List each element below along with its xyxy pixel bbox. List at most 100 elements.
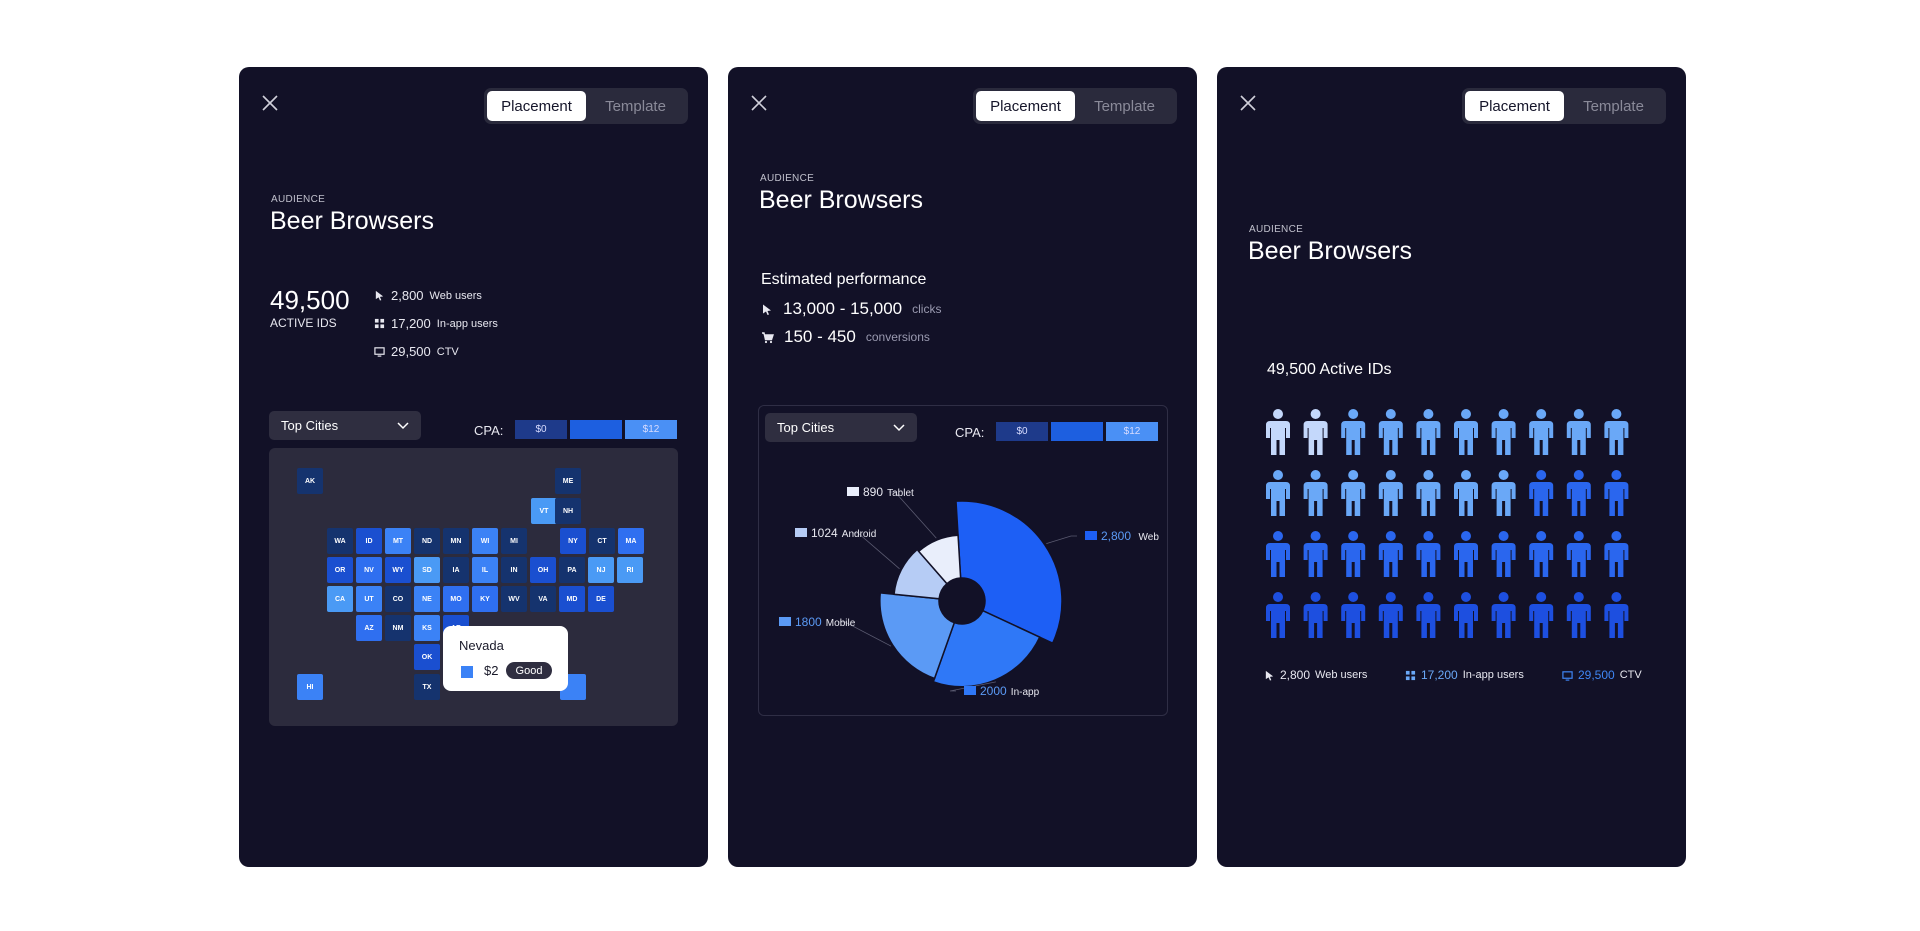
- person-icon: [1378, 531, 1403, 577]
- people-grid: [1266, 409, 1629, 638]
- state-tile-md[interactable]: MD: [559, 586, 585, 612]
- cart-icon: [762, 331, 774, 343]
- pie-label-value: 890: [863, 485, 883, 499]
- chart-card: Top Cities CPA: $0 $12 2,800 Web 2000 In-ap…: [758, 405, 1168, 716]
- person-icon: [1454, 470, 1478, 516]
- state-tile-nh[interactable]: NH: [555, 498, 581, 524]
- pie-leader-android: [852, 532, 900, 570]
- stat-web: 2,800 Web users: [374, 288, 482, 303]
- person-icon: [1416, 409, 1441, 455]
- stat-inapp: 17,200 In-app users: [1405, 668, 1524, 682]
- state-tile-ca[interactable]: CA: [327, 586, 353, 612]
- perf-conversions: 150 - 450 conversions: [761, 327, 930, 347]
- state-tile-vt[interactable]: VT: [531, 498, 557, 524]
- state-tile-mo[interactable]: MO: [443, 586, 469, 612]
- cpa-scale: $0 $12: [996, 422, 1158, 441]
- pie-label-name: Tablet: [887, 488, 914, 499]
- state-tile-ks[interactable]: KS: [414, 615, 440, 641]
- state-tile-in[interactable]: IN: [501, 557, 527, 583]
- state-tile-pa[interactable]: PA: [559, 557, 585, 583]
- pie-label-web: 2,800 Web: [1085, 529, 1159, 543]
- state-tile-il[interactable]: IL: [472, 557, 498, 583]
- state-tile-ma[interactable]: MA: [618, 528, 644, 554]
- person-icon: [1341, 409, 1366, 455]
- close-button[interactable]: [261, 94, 279, 112]
- grid-icon: [374, 318, 385, 329]
- top-cities-dropdown[interactable]: Top Cities: [269, 411, 421, 440]
- close-icon: [262, 95, 278, 111]
- state-tile-oh[interactable]: OH: [530, 557, 556, 583]
- person-icon: [1303, 409, 1328, 455]
- person-icon: [1604, 409, 1629, 455]
- tab-template[interactable]: Template: [605, 97, 666, 115]
- person-icon: [1303, 470, 1328, 516]
- state-tile-ne[interactable]: NE: [414, 586, 440, 612]
- person-icon: [1529, 409, 1554, 455]
- state-tile-ny[interactable]: NY: [560, 528, 586, 554]
- state-tile-tx[interactable]: TX: [414, 674, 440, 700]
- pie-leader-web: [1046, 535, 1077, 544]
- state-tile-or[interactable]: OR: [327, 557, 353, 583]
- state-tile-nv[interactable]: NV: [356, 557, 382, 583]
- state-tile-ri[interactable]: RI: [617, 557, 643, 583]
- state-tile-wy[interactable]: WY: [385, 557, 411, 583]
- pie-leader-tablet: [889, 491, 937, 539]
- person-icon: [1566, 531, 1591, 577]
- state-tile-nd[interactable]: ND: [414, 528, 440, 554]
- pie-chart: 2,800 Web 2000 In-app 1800 Mobile 1024 Android 8…: [779, 485, 1159, 698]
- pie-label-name: Mobile: [826, 618, 856, 629]
- state-tile-id[interactable]: ID: [356, 528, 382, 554]
- tab-template[interactable]: Template: [1094, 97, 1155, 115]
- state-tile-mn[interactable]: MN: [443, 528, 469, 554]
- tab-placement[interactable]: Placement: [1465, 91, 1564, 121]
- state-tile-me[interactable]: ME: [555, 468, 581, 494]
- perf-title: Estimated performance: [761, 271, 927, 288]
- person-icon: [1566, 592, 1591, 638]
- state-tile-ky[interactable]: KY: [472, 586, 498, 612]
- state-tile-nm[interactable]: NM: [385, 615, 411, 641]
- state-tile-co[interactable]: CO: [385, 586, 411, 612]
- state-tile-ak[interactable]: AK: [297, 468, 323, 494]
- state-tile-va[interactable]: VA: [530, 586, 556, 612]
- tooltip-title: Nevada: [459, 638, 504, 653]
- pie-label-value: 2000: [980, 684, 1007, 698]
- person-icon: [1266, 592, 1290, 638]
- pie-label-name: Web: [1139, 532, 1160, 543]
- tv-icon: [1562, 670, 1573, 681]
- person-icon: [1416, 592, 1441, 638]
- person-icon: [1266, 531, 1290, 577]
- tab-placement[interactable]: Placement: [976, 91, 1075, 121]
- state-tile-ia[interactable]: IA: [443, 557, 469, 583]
- state-tile-wa[interactable]: WA: [327, 528, 353, 554]
- pie-slice-android[interactable]: [893, 548, 948, 600]
- state-tile-ok[interactable]: OK: [414, 644, 440, 670]
- state-tile-nj[interactable]: NJ: [588, 557, 614, 583]
- close-button[interactable]: [750, 94, 768, 112]
- person-icon: [1566, 409, 1591, 455]
- state-tile-mt[interactable]: MT: [385, 528, 411, 554]
- pie-slice-in-app[interactable]: [932, 609, 1041, 688]
- state-tile-az[interactable]: AZ: [356, 615, 382, 641]
- top-cities-dropdown[interactable]: Top Cities: [765, 413, 917, 442]
- pie-slice-web[interactable]: [955, 500, 1063, 645]
- person-icon: [1378, 409, 1403, 455]
- state-tile-ut[interactable]: UT: [356, 586, 382, 612]
- pie-label-value: 2,800: [1101, 529, 1131, 543]
- close-button[interactable]: [1239, 94, 1257, 112]
- state-tile-sd[interactable]: SD: [414, 557, 440, 583]
- state-tile-mi[interactable]: MI: [501, 528, 527, 554]
- pie-slice-tablet[interactable]: [917, 534, 962, 585]
- state-tile-wi[interactable]: WI: [472, 528, 498, 554]
- pie-slice-mobile[interactable]: [879, 592, 956, 680]
- person-icon: [1566, 470, 1591, 516]
- perf-clicks: 13,000 - 15,000 clicks: [761, 299, 941, 319]
- tab-placement[interactable]: Placement: [487, 91, 586, 121]
- person-icon: [1454, 592, 1478, 638]
- tab-template[interactable]: Template: [1583, 97, 1644, 115]
- pie-label-tablet: 890 Tablet: [847, 485, 914, 499]
- state-tile-wv[interactable]: WV: [501, 586, 527, 612]
- state-tile-hi[interactable]: HI: [297, 674, 323, 700]
- state-tile-ct[interactable]: CT: [589, 528, 615, 554]
- state-tile-de[interactable]: DE: [588, 586, 614, 612]
- audience-name: Beer Browsers: [270, 207, 434, 235]
